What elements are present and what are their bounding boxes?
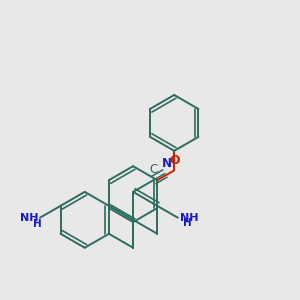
Text: NH: NH	[180, 213, 198, 223]
Text: N: N	[161, 157, 172, 169]
Text: H: H	[184, 218, 192, 228]
Text: O: O	[169, 154, 179, 167]
Text: C: C	[149, 163, 158, 176]
Text: NH: NH	[20, 213, 38, 223]
Text: H: H	[33, 219, 42, 229]
